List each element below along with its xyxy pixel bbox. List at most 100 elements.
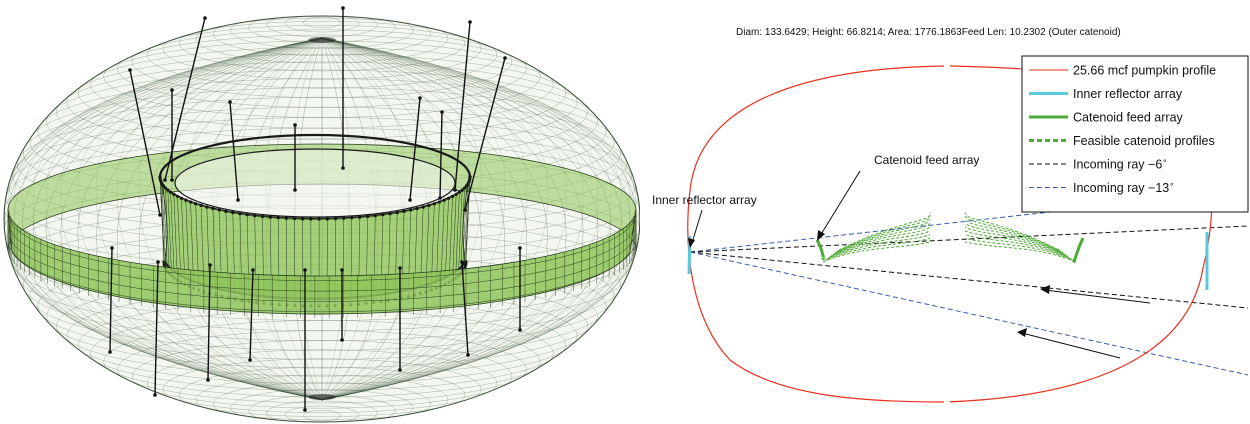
feasible-profile-right <box>964 226 1068 257</box>
mesh-meridian <box>139 37 323 401</box>
band-rib <box>177 196 182 283</box>
mesh-meridian <box>321 37 640 401</box>
tether-line <box>409 97 421 201</box>
ring-node <box>231 211 235 215</box>
legend-label: Feasible catenoid profiles <box>1073 134 1215 148</box>
mesh-meridian <box>77 37 323 401</box>
profile-break-bottom <box>944 398 950 406</box>
feasible-profile-left <box>824 237 931 261</box>
band-rib <box>452 194 457 281</box>
tether-line <box>129 69 161 216</box>
catenoid-bands <box>7 133 637 318</box>
tether-end <box>468 20 472 24</box>
mesh-meridian <box>321 37 599 401</box>
ring-node <box>309 217 313 221</box>
feasible-profile-left <box>836 215 931 252</box>
ring-node <box>179 196 184 200</box>
catenoid-feed-array-left <box>815 239 825 261</box>
inner-reflector-arrow <box>691 209 703 244</box>
incoming-ray-line <box>689 251 1249 376</box>
legend-label: 25.66 mcf pumpkin profile <box>1073 64 1216 78</box>
mesh-meridian <box>116 37 323 401</box>
tether-end <box>438 196 442 200</box>
tether-end <box>170 88 174 92</box>
tether-lines <box>108 6 522 412</box>
tether-end <box>440 110 444 114</box>
incoming-ray-line <box>689 225 1249 253</box>
band-rib <box>173 194 178 281</box>
ring-node <box>169 190 173 194</box>
tether-end <box>518 328 522 332</box>
tether-line <box>461 261 469 356</box>
tether-end <box>163 178 167 182</box>
feasible-profile-right <box>964 237 1074 261</box>
ring-node <box>253 214 257 218</box>
tether-end <box>398 368 402 372</box>
mesh-meridian <box>321 37 505 401</box>
ring-node <box>454 192 458 196</box>
catenoid-feed-annotation-text: Catenoid feed array <box>874 153 979 167</box>
feasible-profile-left <box>822 241 931 263</box>
band-rib <box>160 181 166 267</box>
mesh-ring-bottom <box>266 400 378 422</box>
tether-end <box>248 358 252 362</box>
tether-end <box>208 263 212 267</box>
ring-node <box>301 217 305 221</box>
ray-arrowhead-lower <box>1017 328 1027 337</box>
catenoid-feed-array-right <box>1072 237 1085 263</box>
band-rib <box>463 183 469 270</box>
band-rib <box>165 188 170 274</box>
tether-end <box>398 266 402 270</box>
tether-end <box>341 6 345 10</box>
legend-label: Catenoid feed array <box>1073 111 1184 125</box>
mesh-meridian <box>162 37 323 401</box>
ray-arrow-upper <box>1044 289 1151 304</box>
feasible-profile-left <box>832 223 931 255</box>
band-rib <box>161 183 167 270</box>
ring-node <box>161 184 166 188</box>
outer-band-back <box>7 143 637 251</box>
ring-node <box>427 203 431 208</box>
tether-end <box>170 178 174 182</box>
catenoid-feed-arrowhead <box>817 230 825 241</box>
band-rib <box>444 198 449 285</box>
tether-line <box>439 111 443 199</box>
tether-end <box>293 123 297 127</box>
tether-end <box>108 350 112 354</box>
band-rib <box>170 192 175 279</box>
ring-node <box>450 194 455 198</box>
incoming-rays <box>689 189 1249 376</box>
mesh-ring-bottom <box>284 405 360 422</box>
band-rib <box>448 196 453 283</box>
mesh-meridian <box>96 37 323 401</box>
ring-node <box>166 188 170 192</box>
band-rib <box>458 190 463 276</box>
tether-end <box>236 198 240 202</box>
ring-node <box>462 186 467 190</box>
pumpkin-3d-render <box>3 6 640 423</box>
band-rib <box>159 179 165 265</box>
inner-reflector-arrowhead <box>688 238 695 248</box>
tether-end <box>466 353 470 357</box>
catenoid-feed-arrow <box>819 170 861 237</box>
tether-end <box>293 188 297 192</box>
mesh-ring-top <box>284 16 360 33</box>
feasible-profile-right <box>964 223 1066 255</box>
tether-end <box>340 268 344 272</box>
tether-line <box>229 101 239 201</box>
ring-node <box>409 208 413 212</box>
mesh-ring-top <box>303 16 341 28</box>
pumpkin-profile-left <box>687 65 946 403</box>
tether-end <box>303 268 307 272</box>
ray-arrowhead-upper <box>1040 285 1050 294</box>
mesh-meridian <box>45 37 323 401</box>
mesh-meridian <box>321 37 548 401</box>
feasible-profile-right <box>964 212 1060 251</box>
mesh-meridian <box>4 37 323 401</box>
ring-node <box>199 203 203 208</box>
tether-end <box>341 166 345 170</box>
legend-label: Incoming ray −6∘ <box>1073 157 1167 172</box>
bottom-pole <box>308 394 336 400</box>
feasible-profile-left <box>826 234 931 260</box>
annotation-catenoid-feed: Catenoid feed array <box>817 153 979 241</box>
